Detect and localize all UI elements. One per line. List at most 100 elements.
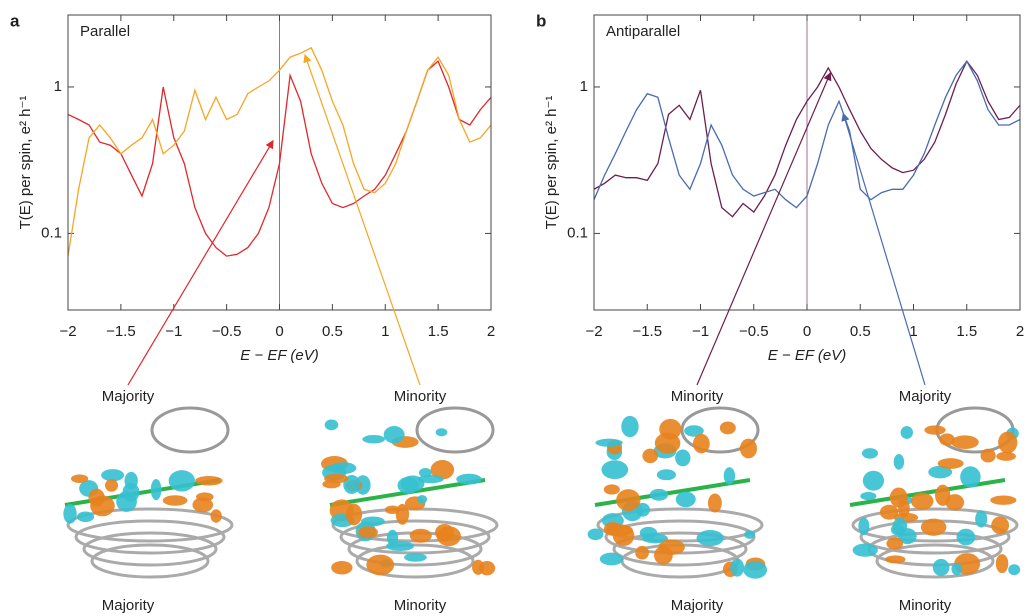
orbital-lobe: [885, 555, 905, 563]
orbital-lobe: [71, 474, 88, 483]
structure-label: Majority: [671, 597, 724, 614]
orbital-lobe: [862, 448, 878, 458]
orbital-lobe: [163, 495, 188, 506]
x-tick-label: 1.5: [428, 323, 449, 340]
x-tick-label: 2: [487, 323, 495, 340]
orbital-lobe: [63, 504, 76, 524]
orbital-lobe: [938, 458, 964, 469]
orbital-lobe: [924, 425, 945, 434]
x-tick-label: −0.5: [739, 323, 769, 340]
orbital-lobe: [998, 432, 1017, 454]
lattice: [417, 408, 493, 452]
x-tick-label: 2: [1016, 323, 1024, 340]
orbital-lobe: [981, 449, 996, 463]
structure-label: Minority: [899, 597, 952, 614]
orbital-lobe: [744, 530, 755, 538]
orbital-lobe: [604, 484, 620, 494]
orbital-lobe: [893, 518, 907, 535]
orbital-lobe: [331, 561, 352, 575]
x-tick-label: −1: [692, 323, 709, 340]
orbital-lobe: [708, 493, 722, 512]
annotation-label: Minority: [394, 388, 447, 405]
orbital-lobe: [384, 426, 405, 443]
orbital-lobe: [386, 541, 414, 551]
orbital-lobe: [921, 519, 947, 536]
orbital-lobe: [410, 529, 432, 543]
molecule-render: [63, 408, 232, 577]
orbital-lobe: [975, 510, 987, 527]
molecule-render: [321, 408, 497, 577]
orbital-lobe: [621, 416, 638, 437]
orbital-lobe: [951, 563, 962, 576]
x-tick-label: 1.5: [956, 323, 977, 340]
orbital-lobe: [860, 492, 876, 500]
orbital-lobe: [957, 529, 976, 546]
orbital-lobe: [436, 428, 448, 436]
annotation-label: Majority: [102, 388, 155, 405]
orbital-lobe: [398, 477, 419, 494]
orbital-lobe: [853, 544, 878, 557]
orbital-lobe: [196, 492, 214, 501]
x-tick-label: −1.5: [106, 323, 136, 340]
orbital-lobe: [366, 555, 394, 576]
orbital-lobe: [911, 493, 934, 510]
orbital-lobe: [325, 419, 339, 430]
orbital-lobe: [720, 422, 736, 435]
x-tick-label: 1: [381, 323, 389, 340]
x-tick-label: 0.5: [850, 323, 871, 340]
x-tick-label: −2: [59, 323, 76, 340]
x-tick-label: −2: [585, 323, 602, 340]
orbital-lobe: [858, 517, 869, 535]
orbital-lobe: [960, 466, 980, 487]
orbital-lobe: [601, 460, 628, 479]
orbital-lobe: [346, 504, 362, 526]
orbital-lobe: [901, 426, 913, 439]
x-axis-label: E − EF (eV): [240, 347, 319, 364]
orbital-lobe: [951, 435, 979, 449]
orbital-lobe: [1008, 564, 1020, 575]
orbital-lobe: [125, 472, 138, 490]
orbital-lobe: [588, 528, 604, 540]
orbital-lobe: [730, 559, 744, 577]
orbital-lobe: [676, 492, 696, 508]
orbital-lobe: [890, 488, 908, 508]
orbital-lobe: [863, 471, 884, 491]
panel-title: Antiparallel: [606, 23, 680, 40]
orbital-lobe: [996, 452, 1016, 461]
orbital-lobe: [933, 559, 950, 576]
x-axis-label: E − EF (eV): [768, 347, 847, 364]
orbital-lobe: [743, 561, 767, 579]
orbital-lobe: [659, 419, 681, 440]
orbital-lobe: [456, 474, 482, 485]
x-tick-label: 0: [275, 323, 283, 340]
x-tick-label: −0.5: [212, 323, 242, 340]
x-tick-label: −1.5: [632, 323, 662, 340]
orbital-lobe: [654, 546, 673, 565]
orbital-lobe: [90, 495, 115, 516]
orbital-lobe: [195, 476, 223, 485]
orbital-lobe: [385, 505, 400, 514]
molecule-render: [850, 408, 1020, 577]
x-tick-label: −1: [165, 323, 182, 340]
lattice: [152, 408, 228, 452]
y-tick-label: 0.1: [567, 224, 588, 241]
y-axis-label: T(E) per spin, e² h⁻¹: [543, 96, 560, 230]
orbital-lobe: [595, 439, 622, 447]
orbital-lobe: [358, 526, 378, 538]
orbital-lobe: [946, 494, 965, 510]
annotation-label: Minority: [671, 388, 724, 405]
orbital-lobe: [693, 434, 710, 453]
orbital-lobe: [724, 467, 735, 484]
orbital-lobe: [479, 561, 495, 575]
orbital-lobe: [77, 512, 94, 523]
orbital-lobe: [640, 527, 657, 539]
orbital-lobe: [419, 468, 432, 477]
orbital-lobe: [697, 530, 724, 546]
orbital-lobe: [990, 496, 1016, 505]
orbital-lobe: [616, 489, 640, 511]
orbital-lobe: [650, 489, 668, 501]
orbital-lobe: [361, 516, 385, 526]
orbital-lobe: [435, 524, 454, 541]
orbital-lobe: [604, 522, 621, 536]
orbital-lobe: [105, 479, 118, 492]
